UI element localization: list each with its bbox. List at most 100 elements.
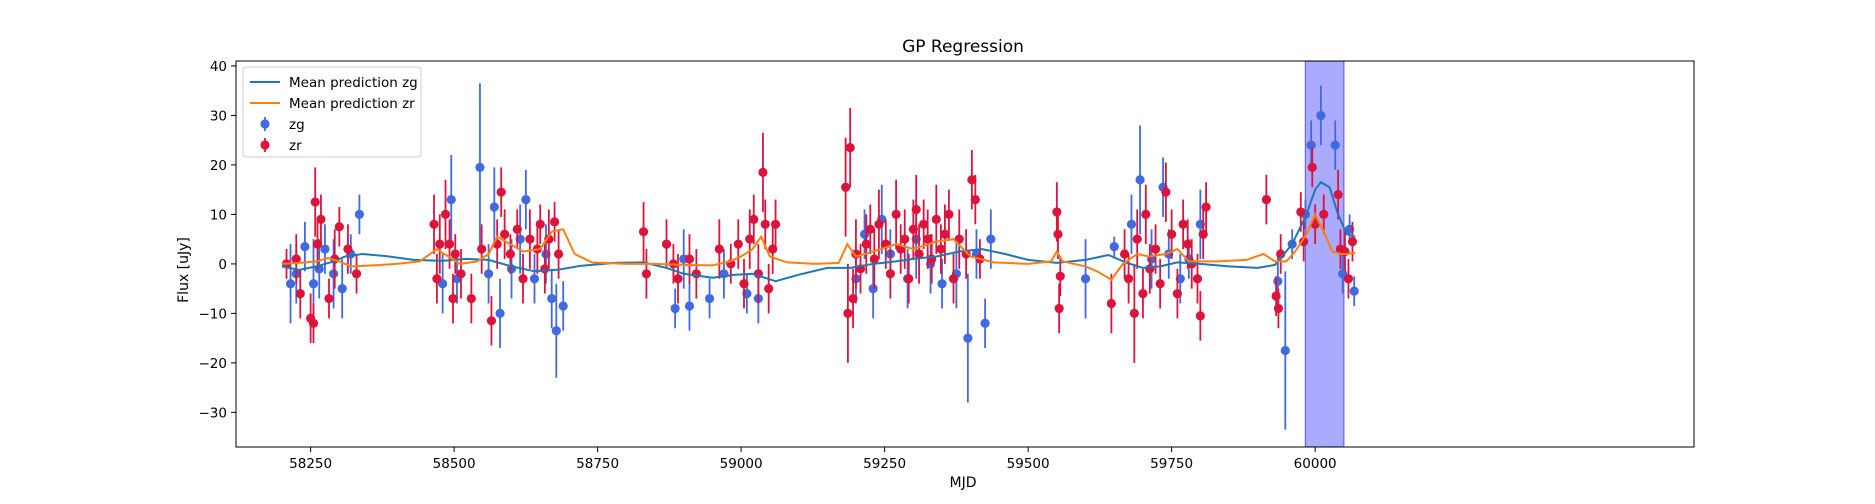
zr-data-point xyxy=(923,234,933,244)
zg-data-point xyxy=(1126,219,1137,229)
zg-data-point xyxy=(684,301,695,311)
zr-data-point xyxy=(1271,291,1281,301)
zr-data-point xyxy=(1198,229,1208,239)
zr-data-point xyxy=(1054,303,1064,314)
zr-data-point xyxy=(1192,274,1203,284)
zr-data-point xyxy=(1201,202,1211,212)
zr-data-point xyxy=(749,214,759,224)
zr-data-point xyxy=(1195,311,1205,321)
zr-data-point xyxy=(861,239,871,249)
zr-data-point xyxy=(1178,219,1188,229)
zr-data-point xyxy=(758,167,768,177)
zg-data-point xyxy=(1316,110,1326,121)
zr-data-point xyxy=(351,269,362,279)
zg-data-point xyxy=(1330,140,1340,150)
zr-data-point xyxy=(1333,190,1343,200)
zr-data-point xyxy=(1172,288,1182,299)
zr-data-point xyxy=(535,219,545,229)
zr-data-point xyxy=(500,229,510,239)
x-tick-label: 58250 xyxy=(289,456,332,472)
chart-title: GP Regression xyxy=(902,37,1024,57)
y-tick-label: 30 xyxy=(210,108,227,124)
zg-data-point xyxy=(558,301,568,311)
zg-data-point xyxy=(868,284,878,294)
zr-data-point xyxy=(911,204,921,215)
zr-data-point xyxy=(1119,249,1130,259)
zg-data-point xyxy=(354,209,365,220)
zr-data-point xyxy=(525,234,535,244)
zr-data-point xyxy=(450,249,460,259)
zr-data-point xyxy=(739,279,749,289)
zr-data-point xyxy=(661,239,672,249)
zr-data-point xyxy=(1307,162,1317,172)
zr-data-point xyxy=(1052,207,1062,217)
plot-contents xyxy=(281,61,1359,447)
zr-data-point xyxy=(944,209,954,220)
zr-data-point xyxy=(1055,271,1065,281)
zr-data-point xyxy=(512,224,522,234)
zr-data-point xyxy=(466,293,476,304)
plot-frame xyxy=(235,60,1695,448)
zr-data-point xyxy=(764,284,774,294)
zr-data-point xyxy=(900,234,910,244)
zr-data-point xyxy=(760,219,770,229)
zr-data-point xyxy=(1167,229,1177,239)
legend-point-marker xyxy=(260,119,270,129)
zr-data-point xyxy=(343,244,353,254)
zr-data-point xyxy=(865,224,875,234)
line-mean-prediction-zr xyxy=(281,212,1356,282)
zr-data-point xyxy=(310,197,320,207)
zg-data-point xyxy=(308,279,319,289)
zg-data-point xyxy=(1135,175,1145,185)
zr-data-point xyxy=(869,254,879,264)
zr-data-point xyxy=(505,249,515,259)
zr-data-point xyxy=(904,274,914,284)
legend-box xyxy=(242,66,422,158)
x-tick-label: 58750 xyxy=(576,456,619,472)
zr-data-point xyxy=(848,293,858,304)
zr-data-point xyxy=(444,239,455,249)
x-axis-label: MJD xyxy=(950,475,977,491)
zg-data-point xyxy=(1349,286,1359,296)
zg-data-point xyxy=(547,293,557,304)
zr-data-point xyxy=(1145,264,1155,274)
zg-data-point xyxy=(704,293,715,304)
legend-label: Mean prediction zr xyxy=(289,96,415,112)
zg-data-point xyxy=(1273,276,1283,286)
zr-data-point xyxy=(1053,229,1063,239)
zr-data-point xyxy=(1296,207,1306,217)
zg-data-point xyxy=(1080,274,1091,284)
zr-data-point xyxy=(1183,239,1193,249)
zr-data-point xyxy=(673,274,683,284)
zr-data-point xyxy=(885,269,895,279)
zr-data-point xyxy=(429,219,439,229)
zg-data-point xyxy=(337,284,347,294)
zr-data-point xyxy=(1261,194,1271,205)
zr-data-point xyxy=(936,244,946,254)
zr-data-point xyxy=(1138,288,1148,299)
zr-data-point xyxy=(940,229,950,239)
zg-data-point xyxy=(489,202,499,212)
zr-data-point xyxy=(440,209,451,220)
y-tick-label: 10 xyxy=(210,207,227,223)
legend-point-marker xyxy=(260,140,270,150)
zr-data-point xyxy=(334,222,344,232)
zr-data-point xyxy=(843,308,853,318)
zr-data-point xyxy=(1273,303,1284,314)
zr-data-point xyxy=(291,254,301,264)
y-tick-label: 0 xyxy=(218,257,227,273)
zr-data-point xyxy=(1299,237,1309,247)
zr-data-point xyxy=(448,293,458,304)
zr-data-point xyxy=(518,274,528,284)
x-tick-label: 59750 xyxy=(1150,456,1193,472)
zr-data-point xyxy=(477,244,487,254)
zr-data-point xyxy=(914,249,924,259)
x-tick-label: 59500 xyxy=(1007,456,1050,472)
zr-data-point xyxy=(1132,234,1142,244)
zr-data-point xyxy=(1319,209,1329,220)
zg-data-point xyxy=(986,234,996,244)
zg-data-point xyxy=(963,333,973,343)
zr-data-point xyxy=(1129,308,1139,318)
